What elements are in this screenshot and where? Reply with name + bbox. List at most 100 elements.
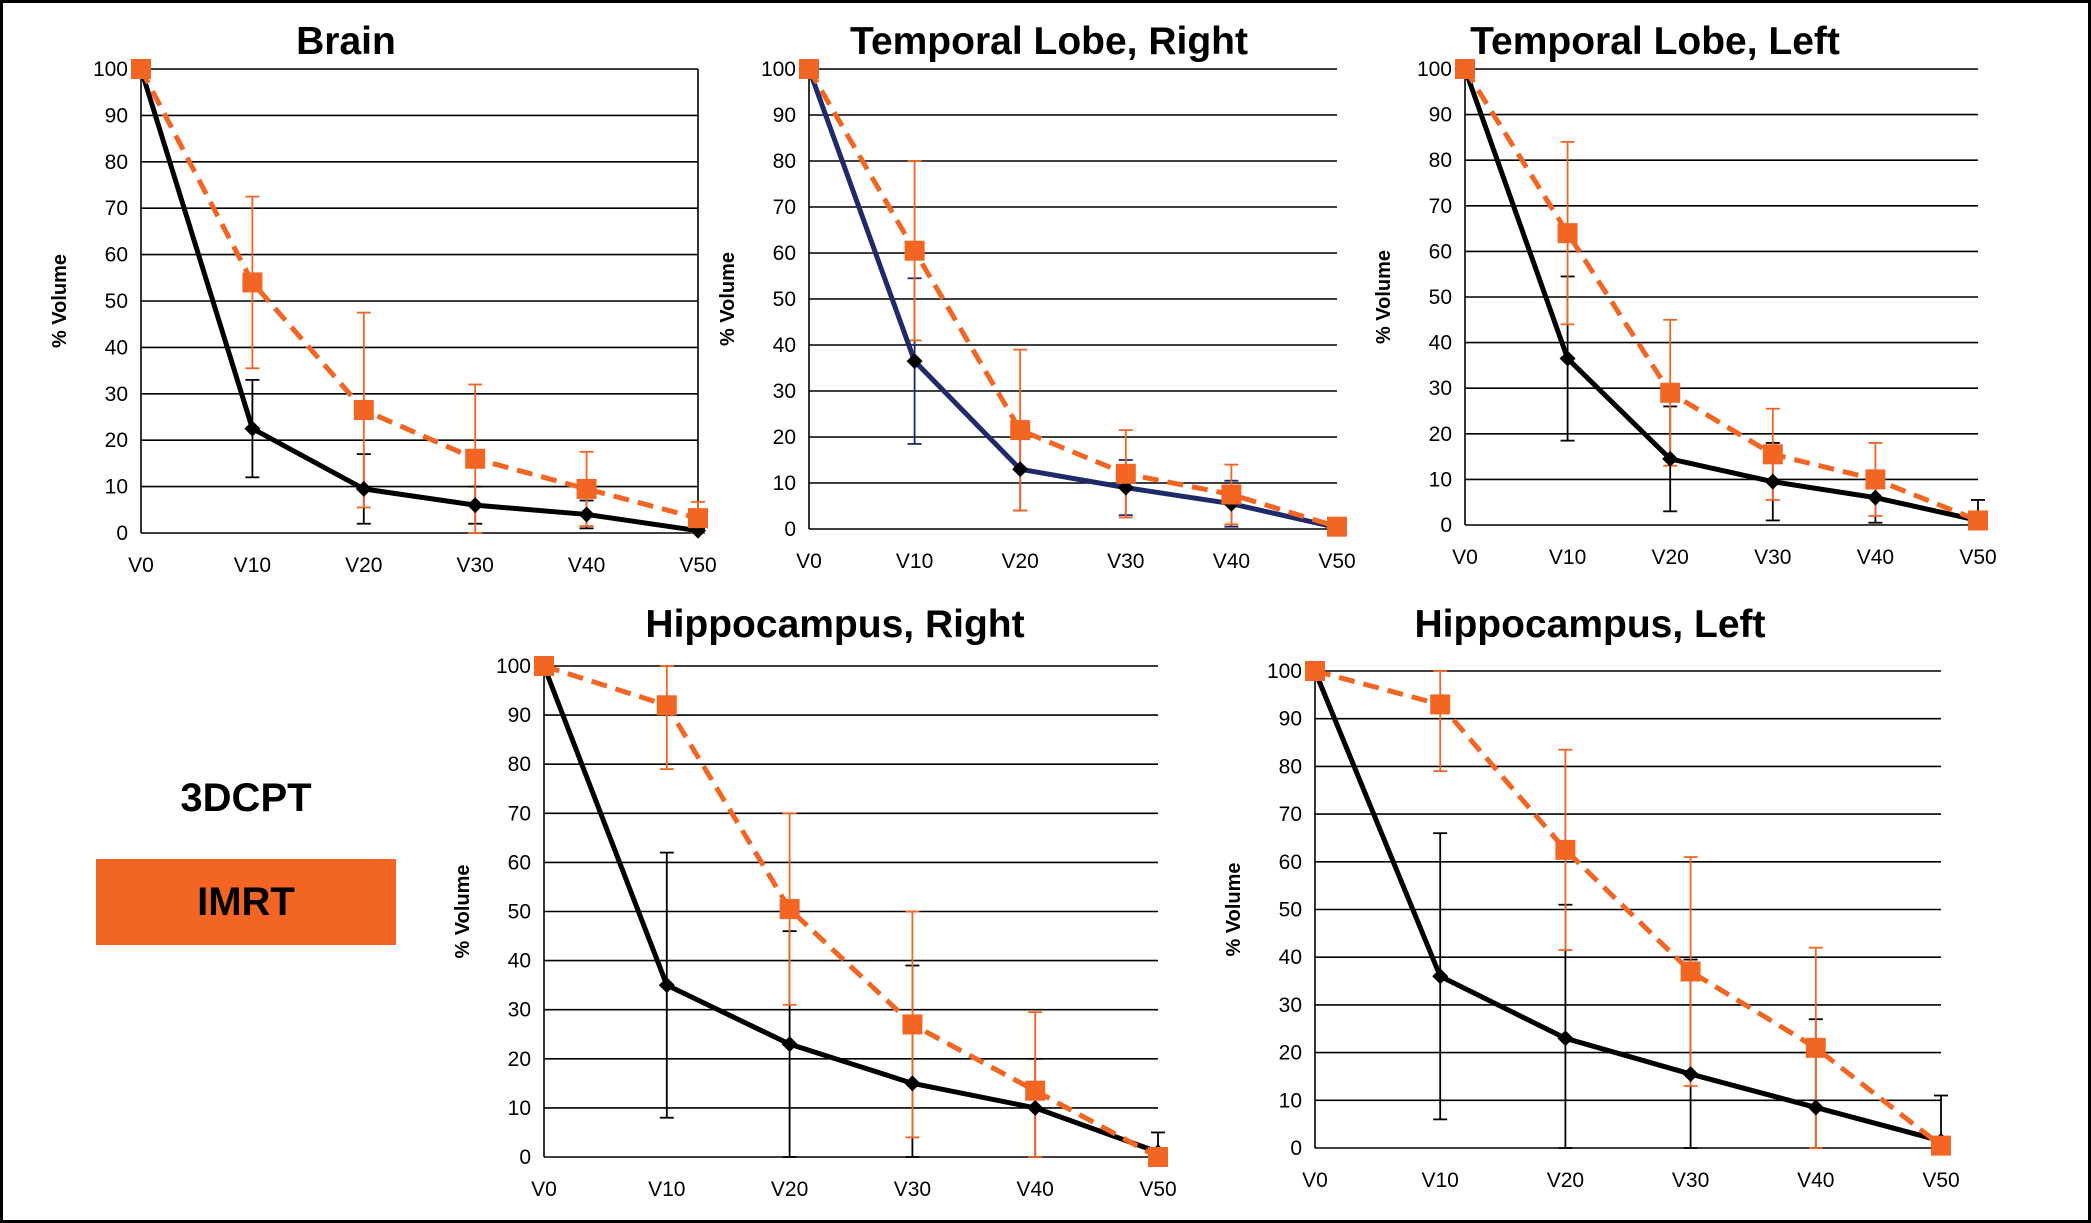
data-point-3dcpt (906, 353, 923, 370)
data-point-3dcpt (1764, 473, 1781, 490)
y-tick-label: 20 (508, 1048, 531, 1071)
y-tick-label: 100 (93, 58, 128, 81)
data-point-imrt (1805, 1037, 1826, 1058)
y-tick-label: 50 (105, 290, 128, 313)
data-point-imrt (1455, 59, 1475, 79)
data-point-imrt (1555, 839, 1576, 860)
data-point-imrt (779, 899, 800, 920)
y-tick-label: 30 (105, 383, 128, 406)
data-point-imrt (1221, 484, 1242, 505)
y-tick-label: 50 (1279, 899, 1302, 922)
data-point-imrt (534, 656, 554, 676)
data-point-imrt (799, 59, 819, 79)
y-tick-label: 90 (105, 104, 128, 127)
data-point-imrt (465, 448, 486, 469)
chart-title: Hippocampus, Left (1414, 603, 1765, 646)
x-tick-label: V10 (1422, 1169, 1459, 1192)
data-point-3dcpt (1559, 350, 1576, 367)
y-tick-label: 80 (1429, 149, 1452, 172)
legend-imrt-text: IMRT (197, 879, 295, 924)
y-tick-label: 20 (1279, 1042, 1302, 1065)
x-tick-label: V30 (1672, 1169, 1709, 1192)
data-point-imrt (1025, 1080, 1046, 1101)
y-axis-label: % Volume (452, 864, 474, 958)
x-tick-label: V50 (679, 554, 716, 577)
y-axis-label: % Volume (49, 254, 71, 348)
x-tick-label: V20 (1652, 546, 1689, 569)
data-point-3dcpt (658, 977, 675, 994)
y-tick-label: 10 (1279, 1089, 1302, 1112)
data-point-3dcpt (1557, 1030, 1574, 1047)
data-point-imrt (1010, 420, 1031, 441)
data-point-3dcpt (467, 497, 484, 514)
x-tick-label: V20 (1002, 550, 1039, 573)
chart-title: Brain (296, 20, 396, 63)
y-tick-label: 90 (508, 704, 531, 727)
y-axis-label: % Volume (717, 252, 739, 346)
y-tick-label: 50 (773, 288, 796, 311)
y-tick-label: 40 (1429, 332, 1452, 355)
x-tick-label: V40 (1213, 550, 1250, 573)
y-tick-label: 60 (105, 244, 128, 267)
legend-3dcpt-label: 3DCPT (96, 770, 396, 826)
data-point-imrt (1327, 516, 1347, 537)
series-line-3dcpt (806, 68, 1338, 531)
x-tick-label: V30 (457, 554, 494, 577)
x-tick-label: V40 (1017, 1178, 1054, 1201)
x-tick-label: V0 (796, 550, 822, 573)
series-imrt (907, 160, 1239, 526)
data-point-3dcpt (1867, 489, 1884, 506)
data-point-3dcpt (1012, 461, 1029, 478)
chart-title: Temporal Lobe, Right (850, 20, 1248, 63)
y-tick-label: 60 (773, 242, 796, 265)
series-line-3dcpt (1312, 670, 1942, 1144)
y-tick-label: 60 (1279, 851, 1302, 874)
y-tick-label: 30 (773, 380, 796, 403)
data-point-imrt (1660, 382, 1681, 403)
y-tick-label: 100 (1417, 58, 1452, 81)
data-point-3dcpt (904, 1075, 921, 1092)
data-point-imrt (1557, 223, 1578, 244)
x-tick-label: V10 (648, 1178, 685, 1201)
chart-panel-3: Temporal Lobe, Left 0 10 20 30 40 50 60 70 80 90 10… (1373, 20, 1997, 569)
x-tick-label: V0 (1302, 1169, 1328, 1192)
y-tick-label: 10 (105, 476, 128, 499)
y-tick-label: 20 (1429, 423, 1452, 446)
data-point-3dcpt (1807, 1099, 1824, 1116)
y-tick-label: 100 (761, 58, 796, 81)
series-line-imrt (1462, 67, 1979, 523)
series-line-3dcpt (138, 68, 699, 534)
y-tick-label: 50 (508, 901, 531, 924)
y-tick-label: 80 (105, 151, 128, 174)
legend-3dcpt-text: 3DCPT (180, 775, 312, 820)
data-point-imrt (1305, 661, 1325, 681)
data-point-3dcpt (1662, 450, 1679, 467)
data-point-imrt (353, 400, 374, 421)
y-tick-label: 70 (508, 802, 531, 825)
data-point-imrt (688, 508, 708, 529)
y-tick-label: 0 (1290, 1137, 1302, 1160)
x-tick-label: V20 (345, 554, 382, 577)
x-tick-label: V40 (1857, 546, 1894, 569)
data-point-3dcpt (1682, 1066, 1699, 1083)
y-tick-label: 0 (116, 522, 128, 545)
data-point-3dcpt (1027, 1099, 1044, 1116)
y-tick-label: 0 (1440, 514, 1452, 537)
data-point-imrt (1931, 1135, 1951, 1156)
data-point-imrt (1680, 961, 1701, 982)
y-tick-label: 90 (1279, 708, 1302, 731)
data-point-imrt (1968, 510, 1988, 531)
chart-panel-5: Hippocampus, Left 0 10 20 30 40 50 60 70 80 90 100 V… (1223, 603, 1960, 1192)
data-point-3dcpt (1432, 968, 1449, 985)
y-tick-label: 90 (773, 104, 796, 127)
y-tick-label: 10 (1429, 468, 1452, 491)
y-tick-label: 0 (519, 1146, 531, 1169)
data-point-imrt (1430, 694, 1451, 715)
x-tick-label: V30 (894, 1178, 931, 1201)
y-tick-label: 100 (1267, 660, 1302, 683)
data-point-3dcpt (578, 506, 595, 523)
chart-panel-1: Brain 0 10 20 30 40 50 60 70 80 90 100 V0 V10 V20 V30 V4… (49, 20, 717, 577)
data-point-imrt (576, 478, 597, 499)
chart-title: Temporal Lobe, Left (1470, 20, 1840, 63)
y-tick-label: 30 (508, 999, 531, 1022)
